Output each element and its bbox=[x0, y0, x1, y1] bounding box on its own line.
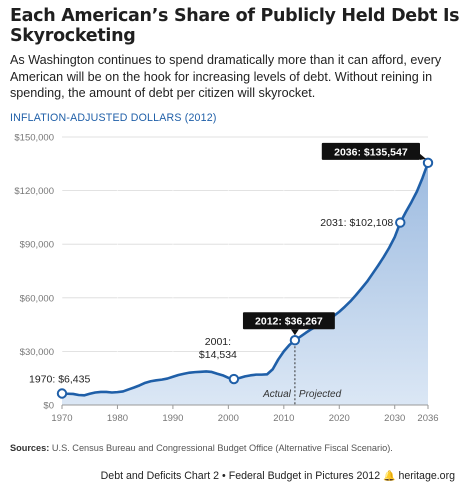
footer-site: heritage.org bbox=[398, 470, 455, 482]
sources-label: Sources: bbox=[10, 443, 50, 453]
footer: Debt and Deficits Chart 2 • Federal Budget… bbox=[0, 470, 455, 482]
x-tick-label: 2020 bbox=[329, 413, 350, 424]
callout-pointer bbox=[290, 329, 299, 336]
chart-title: Each American’s Share of Publicly Held D… bbox=[10, 6, 460, 46]
x-tick-label: 1980 bbox=[107, 413, 128, 424]
y-tick-label: $60,000 bbox=[20, 293, 54, 304]
data-point-marker bbox=[422, 157, 434, 169]
data-point-marker bbox=[395, 217, 406, 228]
data-point-marker bbox=[56, 388, 68, 399]
annotations: Actual Projected 1970: $6,435 2001:$14,534 2… bbox=[29, 142, 434, 405]
callout-box bbox=[321, 142, 420, 160]
callout-label: 2012: $36,267 bbox=[255, 316, 323, 328]
area-path bbox=[62, 162, 428, 405]
callout-box bbox=[242, 312, 335, 330]
debt-per-citizen-chart: $0 $30,000 $60,000 $90,000 $120,000 $150,000 1… bbox=[14, 133, 438, 425]
projected-label: Projected bbox=[299, 389, 342, 400]
sources-text: U.S. Census Bureau and Congressional Bud… bbox=[51, 443, 393, 453]
callout-label: 2036: $135,547 bbox=[334, 146, 408, 158]
footer-chart-label: Debt and Deficits Chart 2 bbox=[100, 470, 220, 482]
data-point-marker bbox=[289, 335, 301, 346]
x-tick-label: 1970 bbox=[51, 413, 72, 424]
point-label: 2031: $102,108 bbox=[320, 217, 393, 229]
point-label: 1970: $6,435 bbox=[29, 374, 90, 386]
bell-icon: 🔔 bbox=[383, 471, 396, 482]
footer-publication: Federal Budget in Pictures 2012 bbox=[228, 470, 381, 482]
point-label-line1: 2001: bbox=[205, 336, 231, 348]
point-label-line2: $14,534 bbox=[199, 349, 237, 361]
x-tick-label: 2036 bbox=[417, 413, 438, 424]
x-tick-label: 2010 bbox=[273, 413, 294, 424]
sources-note: Sources: U.S. Census Bureau and Congress… bbox=[10, 443, 460, 453]
x-tick-label: 2000 bbox=[218, 413, 239, 424]
y-tick-label: $30,000 bbox=[20, 347, 54, 358]
y-tick-label: $120,000 bbox=[14, 186, 54, 197]
y-tick-label: $90,000 bbox=[20, 240, 54, 251]
data-point-marker bbox=[228, 373, 240, 385]
footer-bullet: • bbox=[222, 470, 226, 482]
axes: $0 $30,000 $60,000 $90,000 $120,000 $150,000 1… bbox=[14, 133, 438, 425]
area-fill bbox=[62, 162, 428, 405]
x-tick-label: 2030 bbox=[384, 413, 405, 424]
y-tick-label: $150,000 bbox=[14, 133, 54, 144]
series-line-path bbox=[61, 162, 430, 397]
callout-pointer bbox=[420, 153, 426, 160]
actual-label: Actual bbox=[262, 389, 292, 400]
x-tick-label: 1990 bbox=[162, 413, 183, 424]
series-line bbox=[61, 162, 430, 397]
units-label: INFLATION-ADJUSTED DOLLARS (2012) bbox=[10, 112, 217, 124]
y-tick-label: $0 bbox=[43, 401, 54, 412]
chart-subtitle: As Washington continues to spend dramati… bbox=[10, 53, 442, 100]
